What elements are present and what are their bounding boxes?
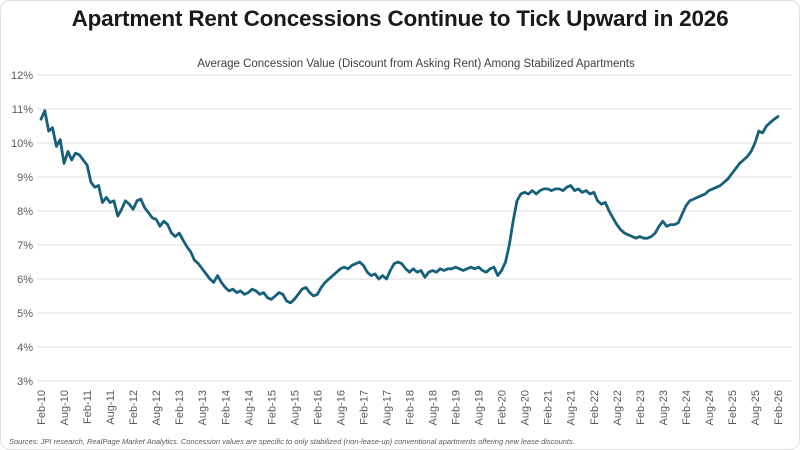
- source-note: Sources: JPI research, RealPage Market A…: [9, 437, 575, 446]
- x-axis-label: Feb-21: [543, 390, 555, 425]
- chart-subtitle: Average Concession Value (Discount from …: [197, 58, 635, 70]
- x-axis-label: Feb-11: [82, 390, 94, 424]
- x-axis-label: Feb-15: [266, 390, 278, 425]
- x-axis-label: Aug-25: [750, 390, 762, 425]
- y-axis-label: 4%: [17, 342, 33, 354]
- x-axis-label: Feb-19: [451, 390, 463, 425]
- x-axis-label: Aug-11: [105, 390, 117, 425]
- y-axis-label: 10%: [11, 138, 33, 150]
- y-axis-label: 6%: [17, 274, 33, 286]
- x-axis-label: Aug-16: [335, 390, 347, 425]
- x-axis-label: Aug-23: [658, 390, 670, 425]
- x-axis-label: Aug-21: [566, 390, 578, 425]
- x-axis-label: Feb-25: [727, 390, 739, 425]
- x-axis-label: Feb-16: [312, 390, 324, 425]
- x-axis-label: Feb-14: [220, 390, 232, 425]
- y-axis-label: 3%: [17, 376, 33, 388]
- y-axis-label: 12%: [11, 70, 33, 82]
- x-axis-label: Feb-26: [773, 390, 785, 425]
- x-axis-label: Feb-23: [635, 390, 647, 425]
- x-axis-label: Feb-10: [36, 390, 48, 425]
- x-axis-label: Feb-18: [405, 390, 417, 425]
- x-axis-label: Aug-10: [59, 390, 71, 425]
- x-axis-label: Feb-24: [681, 390, 693, 425]
- y-axis-label: 9%: [17, 172, 33, 184]
- x-axis-label: Aug-15: [289, 390, 301, 425]
- x-axis-label: Aug-13: [197, 390, 209, 425]
- x-axis-label: Aug-14: [243, 390, 255, 425]
- y-axis-label: 11%: [12, 104, 33, 116]
- x-axis-label: Aug-17: [381, 390, 393, 425]
- y-axis-label: 5%: [17, 308, 33, 320]
- y-axis-label: 7%: [17, 240, 33, 252]
- x-axis-label: Feb-22: [589, 390, 601, 425]
- y-axis-label: 8%: [17, 206, 33, 218]
- x-axis-label: Aug-24: [704, 390, 716, 425]
- concession-value-line: [39, 109, 780, 305]
- x-axis-label: Feb-20: [497, 390, 509, 425]
- x-axis-label: Aug-22: [612, 390, 624, 425]
- x-axis-label: Feb-13: [174, 390, 186, 425]
- chart-headline: Apartment Rent Concessions Continue to T…: [71, 6, 729, 31]
- x-axis-label: Aug-20: [520, 390, 532, 425]
- x-axis-label: Aug-19: [474, 390, 486, 425]
- x-axis-label: Feb-12: [128, 390, 140, 425]
- x-axis-label: Feb-17: [358, 390, 370, 425]
- x-axis-label: Aug-12: [151, 390, 163, 425]
- x-axis-label: Aug-18: [428, 390, 440, 425]
